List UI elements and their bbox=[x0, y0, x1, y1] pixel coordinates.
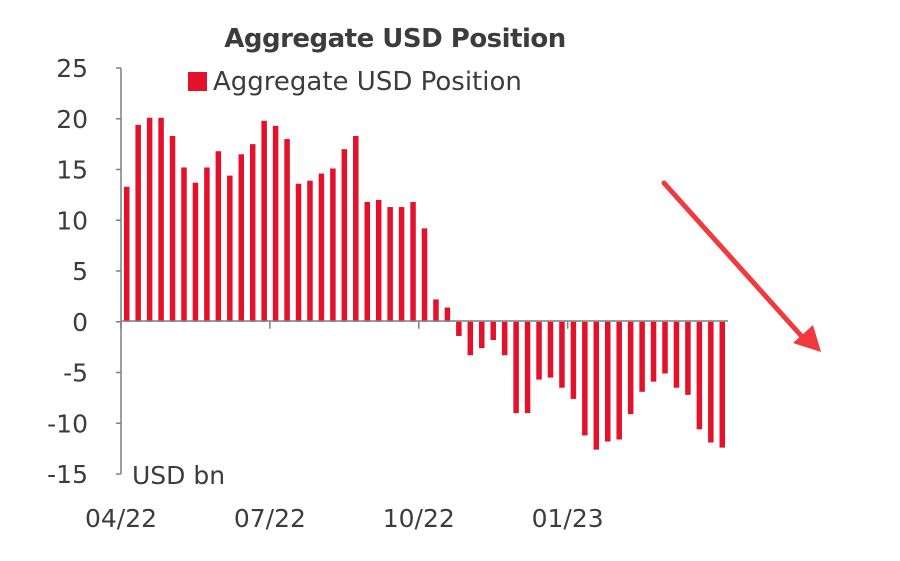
arrow-head bbox=[793, 325, 821, 352]
arrow-shaft bbox=[661, 180, 808, 343]
bar bbox=[616, 321, 622, 440]
legend-label: Aggregate USD Position bbox=[213, 67, 522, 97]
bar bbox=[215, 151, 222, 322]
bar-series bbox=[123, 117, 726, 450]
bar bbox=[547, 321, 554, 378]
down-arrow-annotation bbox=[661, 180, 821, 352]
bar bbox=[158, 117, 164, 322]
y-tick-label: -15 bbox=[47, 460, 88, 489]
bar bbox=[524, 321, 531, 414]
bar bbox=[364, 201, 370, 322]
bar bbox=[398, 207, 405, 322]
bar bbox=[536, 321, 542, 380]
bar bbox=[456, 321, 462, 336]
bar bbox=[341, 149, 348, 322]
bar bbox=[284, 139, 290, 322]
x-axis-ticks: 04/22 07/22 10/22 01/23 bbox=[85, 321, 604, 533]
bar bbox=[467, 321, 474, 356]
bar bbox=[662, 321, 668, 374]
bar bbox=[375, 199, 382, 322]
bar bbox=[123, 186, 130, 322]
bar bbox=[353, 136, 359, 322]
bar bbox=[490, 321, 496, 341]
bar bbox=[685, 321, 691, 395]
bar bbox=[181, 167, 187, 322]
bar bbox=[479, 321, 485, 349]
bar bbox=[192, 182, 199, 322]
y-tick-label: 20 bbox=[56, 105, 88, 134]
y-axis-ticks: 25 20 15 10 5 0 -5 -10 -15 bbox=[47, 54, 121, 489]
bar bbox=[295, 183, 302, 322]
bar bbox=[593, 321, 600, 450]
bar bbox=[135, 124, 141, 322]
bar bbox=[238, 154, 245, 322]
x-tick-label: 10/22 bbox=[383, 504, 455, 533]
bar bbox=[421, 228, 428, 322]
bar bbox=[650, 321, 657, 382]
bar bbox=[272, 125, 279, 322]
y-tick-label: 5 bbox=[72, 257, 88, 286]
bar bbox=[227, 175, 233, 322]
bar bbox=[261, 120, 267, 322]
y-axis-unit-label: USD bn bbox=[132, 461, 225, 490]
bar bbox=[673, 321, 680, 388]
y-tick-label: 15 bbox=[56, 156, 88, 185]
bar bbox=[204, 167, 210, 322]
y-tick-label: -5 bbox=[63, 359, 88, 388]
bar bbox=[582, 321, 588, 436]
x-tick-label: 07/22 bbox=[234, 504, 306, 533]
bar bbox=[708, 321, 714, 443]
legend: Aggregate USD Position bbox=[188, 67, 522, 97]
y-tick-label: 0 bbox=[72, 308, 88, 337]
bar bbox=[307, 180, 313, 322]
bar bbox=[513, 321, 519, 414]
bar bbox=[249, 144, 256, 322]
bar bbox=[146, 117, 153, 322]
bar bbox=[169, 136, 176, 322]
bar bbox=[719, 321, 726, 448]
chart-title: Aggregate USD Position bbox=[224, 24, 566, 54]
bar bbox=[330, 168, 336, 322]
y-tick-label: -10 bbox=[47, 409, 88, 438]
bar bbox=[696, 321, 703, 430]
bar bbox=[627, 321, 634, 415]
bar bbox=[433, 299, 439, 322]
bar bbox=[501, 321, 508, 356]
y-tick-label: 25 bbox=[56, 54, 88, 83]
bar bbox=[444, 307, 451, 322]
x-tick-label: 01/23 bbox=[532, 504, 604, 533]
x-tick-label: 04/22 bbox=[85, 504, 157, 533]
bar bbox=[410, 201, 416, 322]
bar bbox=[639, 321, 645, 392]
bar bbox=[559, 321, 565, 388]
bar bbox=[570, 321, 577, 399]
bar bbox=[605, 321, 611, 442]
bar bbox=[318, 173, 325, 322]
y-tick-label: 10 bbox=[56, 206, 88, 235]
bar bbox=[387, 207, 393, 322]
legend-swatch bbox=[188, 72, 207, 91]
